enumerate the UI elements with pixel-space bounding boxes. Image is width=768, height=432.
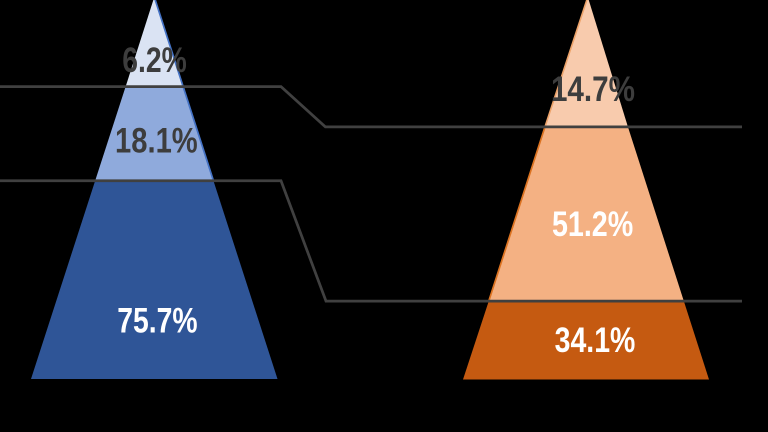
svg-text:34.1%: 34.1% [555,321,636,360]
svg-text:51.2%: 51.2% [552,205,633,244]
svg-text:14.7%: 14.7% [551,70,635,109]
svg-text:18.1%: 18.1% [115,121,198,160]
svg-text:75.7%: 75.7% [117,302,197,341]
svg-text:6.2%: 6.2% [122,41,187,80]
